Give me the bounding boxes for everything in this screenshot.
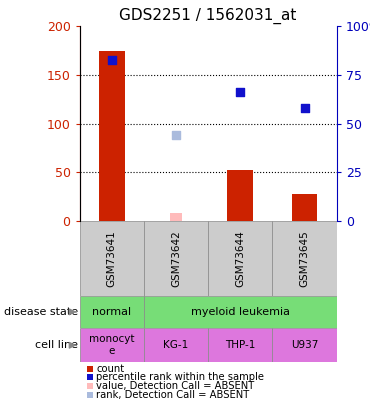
Title: GDS2251 / 1562031_at: GDS2251 / 1562031_at	[120, 7, 297, 23]
Bar	[144, 221, 208, 296]
Text: GSM73642: GSM73642	[171, 230, 181, 287]
Point	[237, 89, 243, 96]
Text: disease state: disease state	[4, 307, 78, 317]
Bar	[272, 328, 337, 362]
Text: monocyt
e: monocyt e	[89, 335, 134, 356]
Text: value, Detection Call = ABSENT: value, Detection Call = ABSENT	[96, 382, 255, 391]
Bar	[144, 296, 337, 328]
Text: percentile rank within the sample: percentile rank within the sample	[96, 373, 264, 382]
Text: rank, Detection Call = ABSENT: rank, Detection Call = ABSENT	[96, 390, 249, 400]
Text: count: count	[96, 364, 124, 373]
Bar	[208, 221, 272, 296]
Bar	[80, 221, 144, 296]
Text: cell line: cell line	[35, 340, 78, 350]
Bar	[228, 170, 253, 221]
Text: myeloid leukemia: myeloid leukemia	[191, 307, 290, 317]
Text: GSM73644: GSM73644	[235, 230, 245, 287]
Bar	[80, 296, 144, 328]
Bar	[99, 51, 125, 221]
Bar	[292, 194, 317, 221]
Point	[173, 132, 179, 139]
Bar	[169, 213, 182, 221]
Text: GSM73645: GSM73645	[300, 230, 310, 287]
Text: THP-1: THP-1	[225, 340, 255, 350]
Bar	[144, 328, 208, 362]
Bar	[272, 221, 337, 296]
Text: normal: normal	[92, 307, 131, 317]
Point	[302, 105, 307, 111]
Text: GSM73641: GSM73641	[107, 230, 117, 287]
Point	[109, 57, 115, 64]
Text: U937: U937	[291, 340, 318, 350]
Bar	[208, 328, 272, 362]
Bar	[80, 328, 144, 362]
Text: KG-1: KG-1	[164, 340, 189, 350]
